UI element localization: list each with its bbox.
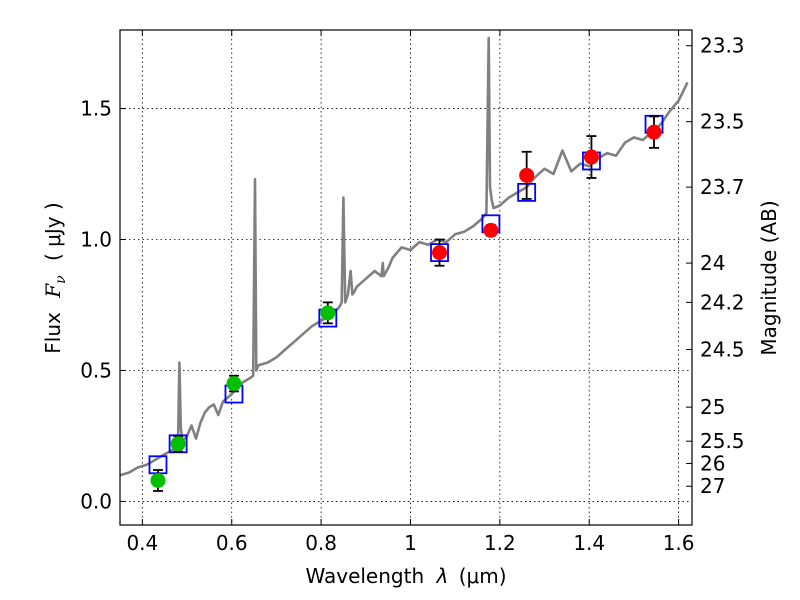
photometry-point — [646, 124, 662, 140]
grid — [120, 30, 692, 525]
y-tick-label: 1.5 — [80, 97, 112, 121]
y2-tick-label: 23.3 — [700, 34, 745, 58]
y2-tick-label: 23.5 — [700, 110, 745, 134]
y-tick-label: 0.5 — [80, 358, 112, 382]
x-axis-label: Wavelength λ (μm) — [305, 564, 506, 588]
y2-tick-label: 24.2 — [700, 290, 745, 314]
x-tick-label: 0.4 — [126, 531, 158, 555]
photometry-point — [483, 222, 499, 238]
y2-tick-label: 24.5 — [700, 338, 745, 362]
spectrum-line — [119, 36, 689, 477]
y2-tick-label: 24 — [700, 251, 725, 275]
x-tick-label: 1.6 — [663, 531, 695, 555]
photometry-point — [583, 149, 599, 165]
photometry-point — [170, 436, 186, 452]
photometry-point — [432, 245, 448, 261]
y-tick-label: 0.0 — [80, 489, 112, 513]
photometry-point — [226, 376, 242, 392]
photometry-point — [519, 167, 535, 183]
axis-ticks: 0.4 0.6 0.8 1 1.2 1.4 1.6 0.0 0.5 1.0 1.5 23.3 23.5 2… — [80, 30, 745, 555]
x-tick-label: 1 — [404, 531, 417, 555]
y2-tick-label: 25.5 — [700, 429, 745, 453]
y-axis-label: Flux Fν ( μJy ) — [41, 202, 70, 353]
y2-tick-label: 25 — [700, 395, 725, 419]
photometry-point — [150, 472, 166, 488]
y2-axis-label: Magnitude (AB) — [757, 200, 781, 355]
y2-tick-label: 23.7 — [700, 175, 745, 199]
x-tick-label: 0.8 — [305, 531, 337, 555]
y2-tick-label: 26 — [700, 451, 725, 475]
y-tick-label: 1.0 — [80, 228, 112, 252]
x-tick-label: 1.2 — [484, 531, 516, 555]
photometry-point — [320, 305, 336, 321]
x-tick-label: 1.4 — [573, 531, 605, 555]
plot-series — [119, 36, 689, 492]
plot-frame — [119, 29, 693, 526]
y2-tick-label: 27 — [700, 474, 725, 498]
x-tick-label: 0.6 — [216, 531, 248, 555]
